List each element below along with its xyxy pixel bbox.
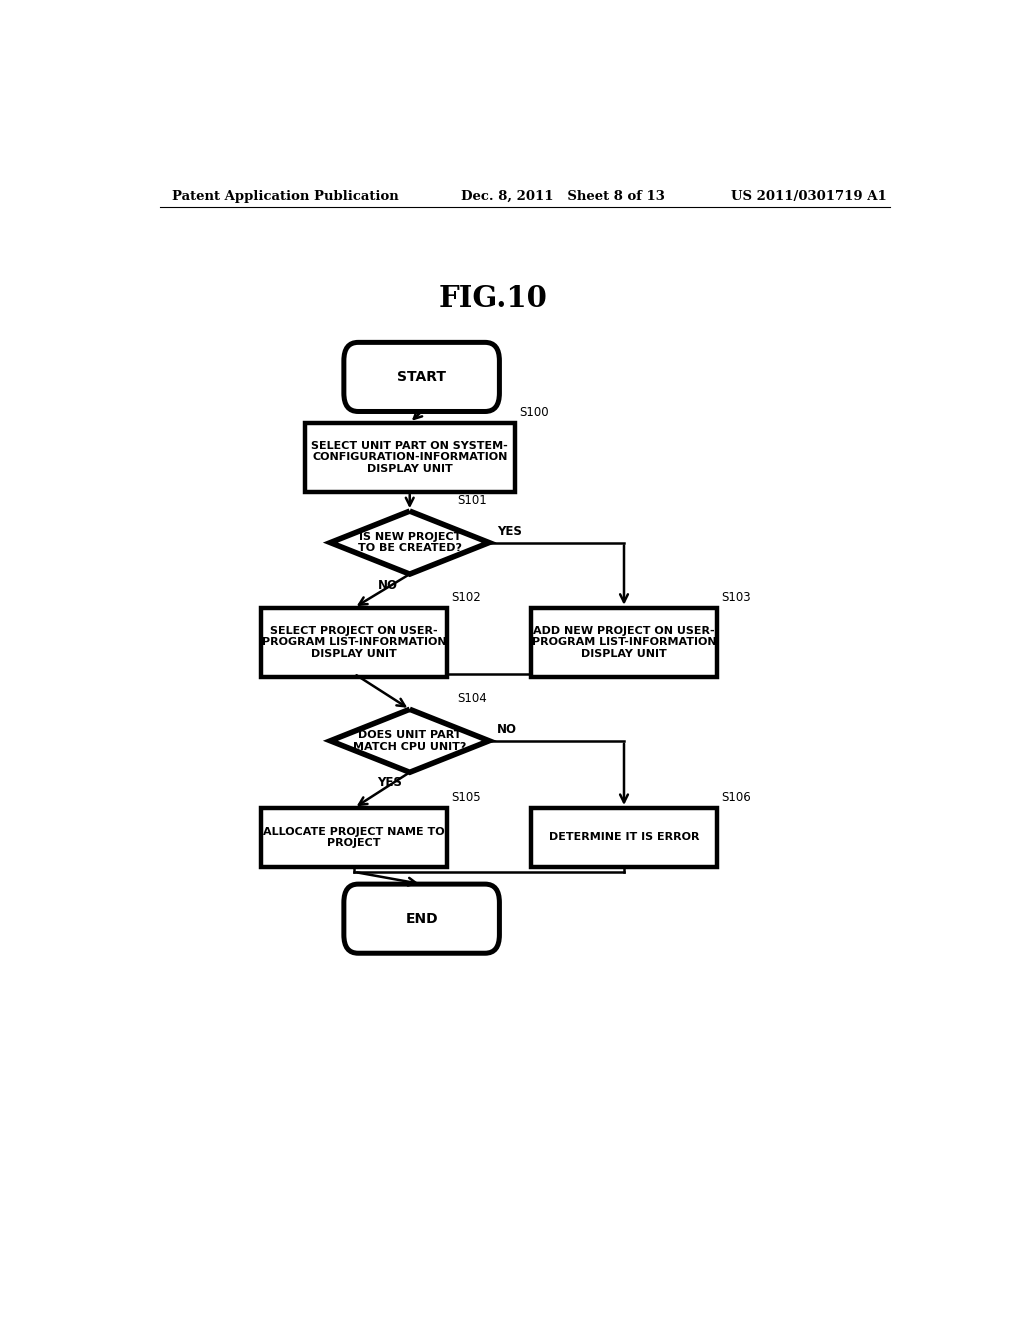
Text: NO: NO [378, 579, 397, 593]
Bar [530, 808, 717, 867]
Polygon shape [331, 511, 489, 574]
Text: END: END [406, 912, 438, 925]
Text: US 2011/0301719 A1: US 2011/0301719 A1 [731, 190, 887, 202]
Bar [530, 607, 717, 677]
Text: NO: NO [497, 723, 517, 735]
Text: S106: S106 [721, 791, 751, 804]
FancyBboxPatch shape [344, 342, 500, 412]
Text: S101: S101 [458, 494, 487, 507]
Polygon shape [331, 709, 489, 772]
Bar [261, 607, 447, 677]
Text: S105: S105 [452, 791, 481, 804]
Text: SELECT PROJECT ON USER-
PROGRAM LIST-INFORMATION
DISPLAY UNIT: SELECT PROJECT ON USER- PROGRAM LIST-INF… [262, 626, 446, 659]
Text: DOES UNIT PART
MATCH CPU UNIT?: DOES UNIT PART MATCH CPU UNIT? [353, 730, 466, 751]
Text: ADD NEW PROJECT ON USER-
PROGRAM LIST-INFORMATION
DISPLAY UNIT: ADD NEW PROJECT ON USER- PROGRAM LIST-IN… [531, 626, 717, 659]
Text: S100: S100 [519, 405, 549, 418]
Text: S104: S104 [458, 692, 487, 705]
Text: IS NEW PROJECT
TO BE CREATED?: IS NEW PROJECT TO BE CREATED? [357, 532, 462, 553]
Text: Dec. 8, 2011   Sheet 8 of 13: Dec. 8, 2011 Sheet 8 of 13 [461, 190, 666, 202]
Text: YES: YES [497, 524, 522, 537]
Text: ALLOCATE PROJECT NAME TO
PROJECT: ALLOCATE PROJECT NAME TO PROJECT [263, 826, 445, 849]
Bar [304, 422, 515, 492]
FancyBboxPatch shape [344, 884, 500, 953]
Text: FIG.10: FIG.10 [438, 284, 548, 313]
Text: DETERMINE IT IS ERROR: DETERMINE IT IS ERROR [549, 833, 699, 842]
Text: Patent Application Publication: Patent Application Publication [172, 190, 398, 202]
Text: S102: S102 [452, 590, 481, 603]
Bar [261, 808, 447, 867]
Text: START: START [397, 370, 446, 384]
Text: S103: S103 [721, 590, 751, 603]
Text: SELECT UNIT PART ON SYSTEM-
CONFIGURATION-INFORMATION
DISPLAY UNIT: SELECT UNIT PART ON SYSTEM- CONFIGURATIO… [311, 441, 508, 474]
Text: YES: YES [377, 776, 401, 789]
